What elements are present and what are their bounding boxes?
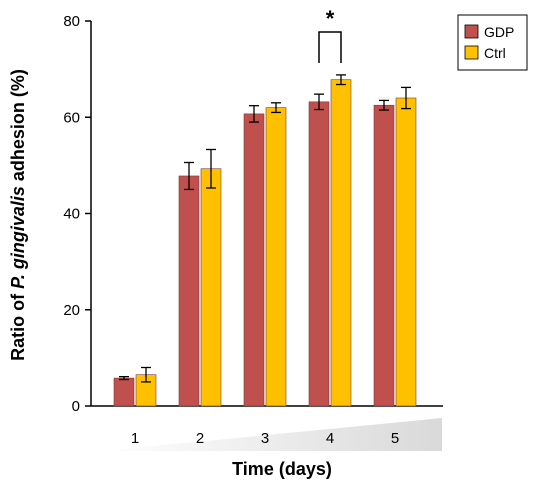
legend-swatch-ctrl: [464, 45, 479, 60]
x-tick-label: 3: [261, 430, 269, 447]
bar-gdp-5: [373, 104, 395, 407]
y-axis-title-before: Ratio of: [8, 289, 28, 361]
bar-ctrl-3: [265, 107, 287, 407]
legend-box: [457, 14, 528, 71]
bar-ctrl-4: [330, 79, 352, 407]
y-tick-label: 80: [63, 13, 80, 30]
y-ticks: 0 20 40 60 80: [63, 13, 91, 415]
x-tick-label: 4: [326, 430, 334, 447]
bar-gdp-2: [178, 175, 200, 407]
x-tick-label: 5: [391, 430, 399, 447]
bar-gdp-4: [308, 101, 330, 407]
y-tick-label: 0: [72, 398, 80, 415]
legend-swatch-gdp: [464, 24, 479, 39]
y-tick-label: 40: [63, 206, 80, 223]
legend-label-ctrl: Ctrl: [484, 45, 506, 61]
legend: GDP Ctrl: [457, 14, 528, 71]
y-axis-title: Ratio of P. gingivalis adhesion (%): [8, 69, 28, 361]
significance-annotation: *: [318, 6, 342, 63]
y-axis-title-after: adhesion (%): [8, 69, 28, 186]
x-tick-label: 1: [131, 430, 139, 447]
bar-gdp-3: [243, 113, 265, 407]
error-bars: [119, 74, 411, 383]
x-ticks: 1 2 3 4 5: [131, 430, 399, 447]
bars: [113, 79, 417, 407]
x-tick-label: 2: [196, 430, 204, 447]
bar-ctrl-2: [200, 168, 222, 407]
bar-ctrl-5: [395, 97, 417, 407]
x-axis-title: Time (days): [232, 459, 332, 479]
significance-bracket: [318, 31, 342, 63]
y-tick-label: 20: [63, 302, 80, 319]
y-tick-label: 60: [63, 109, 80, 126]
y-axis-title-italic: P. gingivalis: [8, 186, 28, 289]
bar-gdp-1: [113, 377, 135, 407]
legend-label-gdp: GDP: [484, 24, 514, 40]
significance-star: *: [326, 6, 335, 31]
time-gradient-wedge: [103, 418, 442, 451]
